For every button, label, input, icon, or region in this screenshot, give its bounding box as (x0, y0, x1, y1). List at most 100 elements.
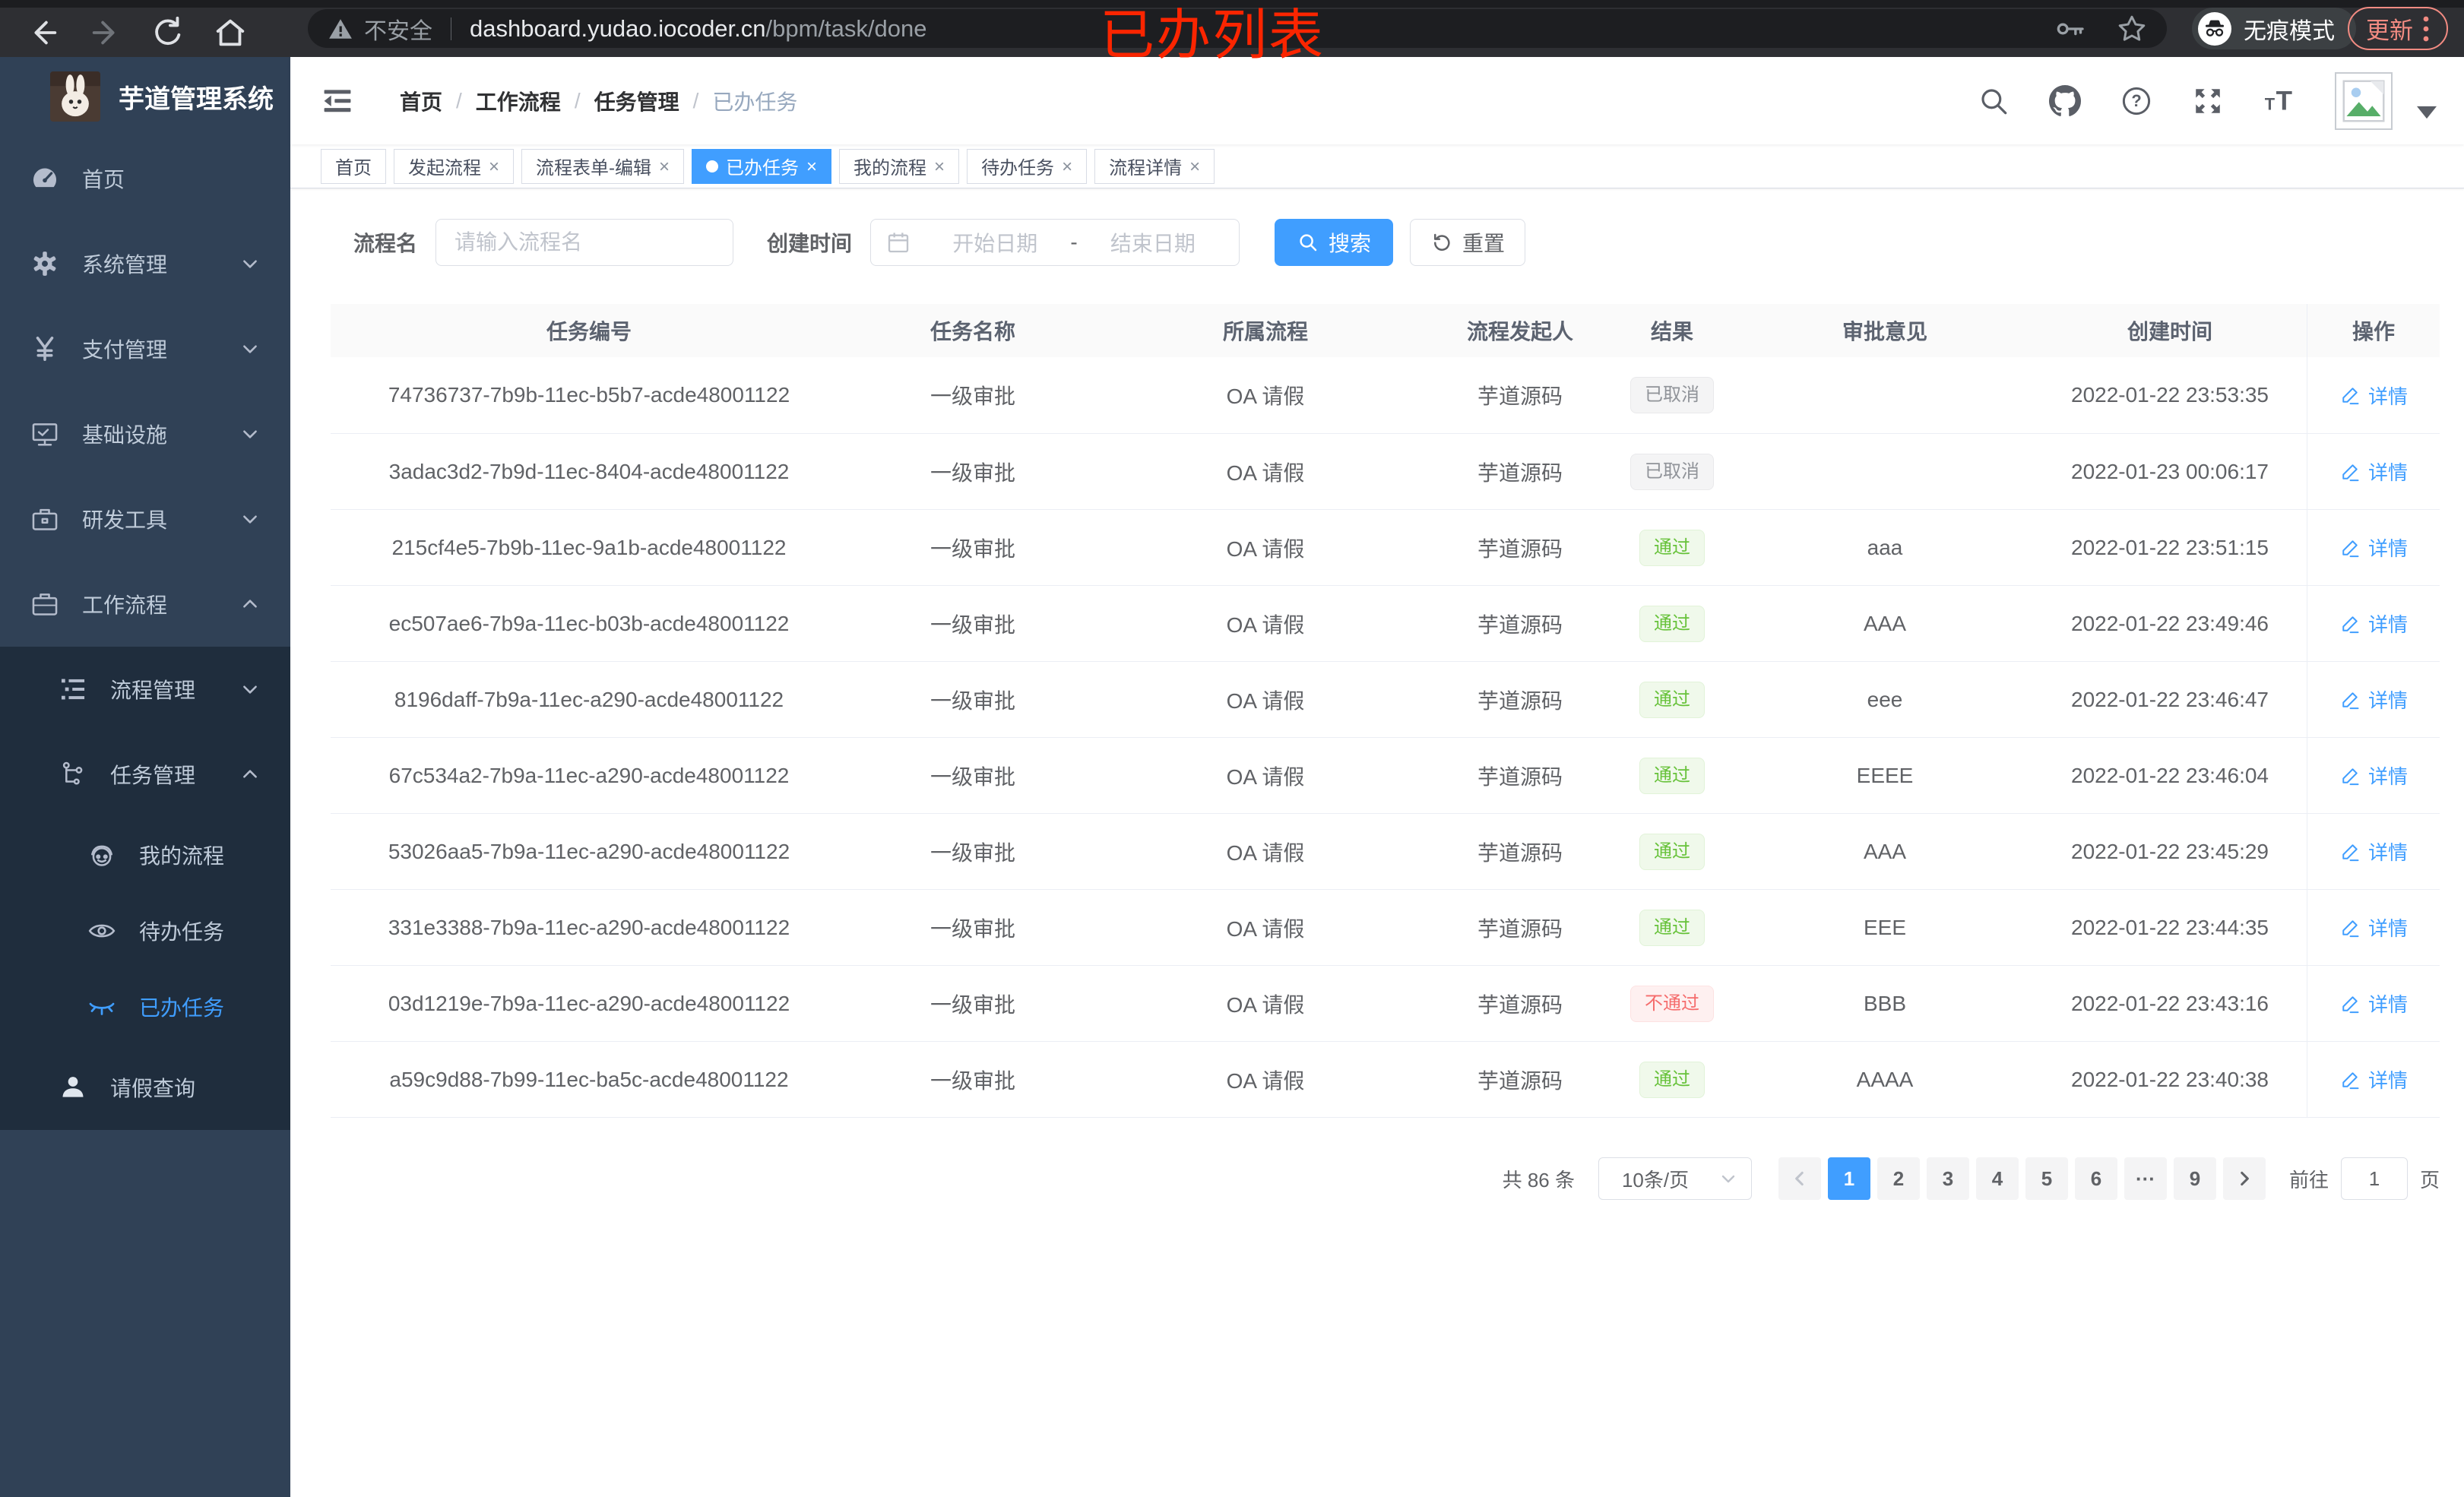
search-icon (1300, 234, 1317, 252)
browser-back-button[interactable] (26, 15, 61, 50)
incognito-icon (2198, 11, 2231, 46)
detail-link[interactable]: 详情 (2339, 1065, 2408, 1093)
sidebar-item-已办任务[interactable]: 已办任务 (0, 969, 290, 1045)
page-button-2[interactable]: 2 (1877, 1157, 1920, 1200)
detail-link[interactable]: 详情 (2339, 761, 2408, 790)
detail-link[interactable]: 详情 (2339, 685, 2408, 714)
caret-down-icon[interactable] (2417, 106, 2437, 119)
tab-close-icon[interactable]: × (806, 156, 818, 177)
prev-page-button[interactable] (1778, 1157, 1821, 1200)
table-row: 8196daff-7b9a-11ec-a290-acde48001122 一级审批… (331, 661, 2440, 737)
page-button-6[interactable]: 6 (2074, 1157, 2117, 1200)
table-row: ec507ae6-7b9a-11ec-b03b-acde48001122 一级审批… (331, 585, 2440, 661)
tab-close-icon[interactable]: × (1062, 156, 1073, 177)
cell-actions: 详情 (2307, 738, 2440, 813)
date-range-picker[interactable]: 开始日期 - 结束日期 (870, 219, 1240, 266)
sidebar-item-首页[interactable]: 首页 (0, 136, 290, 221)
detail-link[interactable]: 详情 (2339, 989, 2408, 1018)
avatar[interactable] (2335, 71, 2393, 130)
tab-我的流程[interactable]: 我的流程 × (839, 148, 960, 184)
active-tab-dot (706, 160, 719, 172)
cell-process: OA 请假 (1226, 385, 1305, 408)
detail-link[interactable]: 详情 (2339, 837, 2408, 866)
tab-流程表单-编辑[interactable]: 流程表单-编辑 × (521, 148, 685, 184)
breadcrumb-item-任务管理[interactable]: 任务管理 (594, 90, 679, 114)
browser-address-bar[interactable]: 不安全 dashboard.yudao.iocoder.cn/bpm/task/… (308, 9, 2167, 48)
hamburger-icon[interactable] (321, 84, 354, 118)
security-status[interactable]: 不安全 (328, 12, 432, 46)
tab-close-icon[interactable]: × (659, 156, 670, 177)
column-header-结果: 结果 (1650, 320, 1693, 343)
edit-icon (2339, 917, 2361, 938)
dashboard-icon (30, 164, 59, 193)
page-button-5[interactable]: 5 (2025, 1157, 2068, 1200)
browser-menu-icon[interactable] (2422, 16, 2430, 42)
tab-流程详情[interactable]: 流程详情 × (1094, 148, 1215, 184)
sidebar-item-工作流程[interactable]: 工作流程 (0, 562, 290, 647)
sidebar-item-我的流程[interactable]: 我的流程 (0, 817, 290, 893)
page-button-9[interactable]: 9 (2173, 1157, 2216, 1200)
fullscreen-icon[interactable] (2192, 85, 2224, 117)
cell-task-id: 03d1219e-7b9a-11ec-a290-acde48001122 (388, 991, 790, 1015)
key-icon[interactable] (2056, 14, 2086, 44)
chevron-right-icon (2234, 1169, 2254, 1188)
detail-link[interactable]: 详情 (2339, 457, 2408, 486)
search-icon[interactable] (1978, 85, 2010, 117)
page-ellipsis-button[interactable]: ··· (2124, 1157, 2167, 1200)
cell-created-time: 2022-01-22 23:46:04 (2071, 763, 2269, 787)
cell-opinion: AAA (1863, 611, 1907, 635)
page-button-1[interactable]: 1 (1827, 1157, 1870, 1200)
app-logo-row[interactable]: 芋道管理系统 (0, 57, 290, 136)
browser-forward-button[interactable] (88, 15, 123, 50)
detail-link[interactable]: 详情 (2339, 381, 2408, 410)
cell-actions: 详情 (2307, 586, 2440, 661)
cell-result: 通过 (1607, 833, 1737, 870)
sidebar-item-基础设施[interactable]: 基础设施 (0, 391, 290, 476)
sidebar-item-待办任务[interactable]: 待办任务 (0, 893, 290, 969)
yen-icon (30, 334, 59, 363)
tab-close-icon[interactable]: × (489, 156, 500, 177)
browser-update-button[interactable]: 更新 (2348, 7, 2448, 50)
page-size-select[interactable]: 10条/页 (1598, 1157, 1752, 1200)
github-icon[interactable] (2049, 84, 2081, 117)
process-name-input[interactable] (435, 219, 734, 266)
bookmark-star-icon[interactable] (2117, 14, 2147, 44)
search-button[interactable]: 搜索 (1275, 219, 1394, 266)
detail-link[interactable]: 详情 (2339, 533, 2408, 562)
tab-close-icon[interactable]: × (1189, 156, 1201, 177)
breadcrumb-item-首页[interactable]: 首页 (400, 90, 443, 114)
next-page-button[interactable] (2222, 1157, 2266, 1200)
cell-actions: 详情 (2307, 966, 2440, 1041)
tab-待办任务[interactable]: 待办任务 × (967, 148, 1088, 184)
range-separator: - (1070, 230, 1078, 254)
detail-link-label: 详情 (2367, 537, 2408, 560)
detail-link[interactable]: 详情 (2339, 913, 2408, 942)
edit-icon (2339, 537, 2361, 559)
sidebar-item-研发工具[interactable]: 研发工具 (0, 476, 290, 562)
tab-发起流程[interactable]: 发起流程 × (394, 148, 515, 184)
reset-button[interactable]: 重置 (1410, 219, 1526, 266)
result-badge: 通过 (1639, 605, 1705, 642)
breadcrumb-item-工作流程[interactable]: 工作流程 (475, 90, 561, 114)
tab-close-icon[interactable]: × (934, 156, 945, 177)
tab-已办任务[interactable]: 已办任务 × (692, 148, 832, 184)
chevron-left-icon (1790, 1169, 1810, 1188)
sidebar-item-任务管理[interactable]: 任务管理 (0, 732, 290, 817)
sidebar-menu: 首页 系统管理 支付管理 基础设施 研发工具 工作流程 流程管理 任务管理 我的流程 待办任务 已办… (0, 136, 290, 1130)
sidebar-item-系统管理[interactable]: 系统管理 (0, 221, 290, 306)
svg-text:T: T (2265, 94, 2276, 113)
cell-opinion: eee (1867, 687, 1903, 711)
tab-首页[interactable]: 首页 (321, 148, 386, 184)
page-button-4[interactable]: 4 (1975, 1157, 2019, 1200)
page-button-3[interactable]: 3 (1926, 1157, 1969, 1200)
sidebar-item-流程管理[interactable]: 流程管理 (0, 647, 290, 732)
question-icon[interactable]: ? (2120, 85, 2152, 117)
sidebar-item-支付管理[interactable]: 支付管理 (0, 306, 290, 391)
browser-home-button[interactable] (213, 15, 248, 50)
sidebar-item-请假查询[interactable]: 请假查询 (0, 1045, 290, 1130)
detail-link[interactable]: 详情 (2339, 609, 2408, 638)
detail-link-label: 详情 (2367, 461, 2408, 484)
browser-refresh-button[interactable] (150, 15, 185, 50)
goto-page-input[interactable] (2340, 1157, 2408, 1200)
